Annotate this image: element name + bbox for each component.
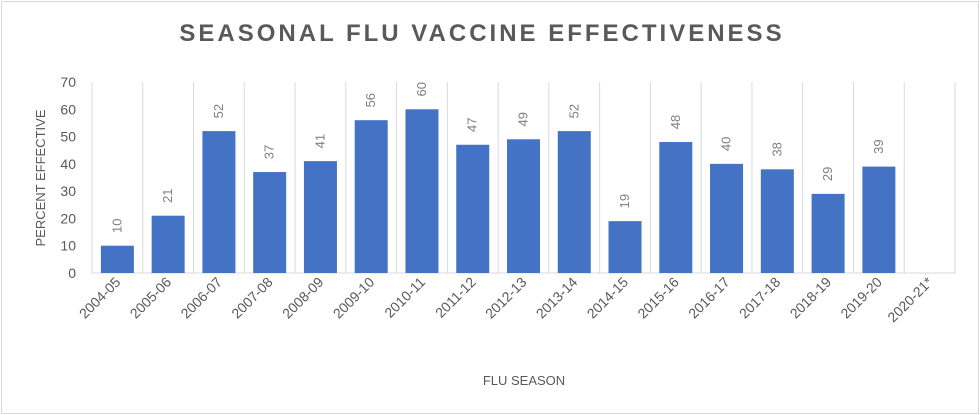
x-tick-label: 2006-07 [177, 274, 225, 322]
bar [354, 120, 388, 273]
bar [659, 142, 693, 273]
y-tick-label: 0 [68, 265, 76, 281]
data-label: 41 [312, 134, 327, 148]
grid-layer [91, 82, 956, 274]
x-tick-label: 2012-13 [482, 274, 530, 322]
x-tick-label: 2008-09 [279, 274, 327, 322]
data-label: 47 [465, 118, 480, 132]
x-tick-label: 2018-19 [787, 274, 835, 322]
data-label: 19 [617, 194, 632, 208]
bar [202, 131, 236, 273]
data-label: 10 [109, 218, 124, 232]
data-label: 52 [211, 104, 226, 118]
y-tick-label: 20 [60, 210, 76, 226]
x-tick-label: 2009-10 [330, 274, 378, 322]
data-label: 60 [414, 82, 429, 96]
bar [100, 245, 134, 273]
bar [151, 215, 185, 273]
data-label: 56 [363, 93, 378, 107]
y-tick-label: 30 [60, 183, 76, 199]
y-tick-label: 40 [60, 156, 76, 172]
bar [862, 166, 896, 273]
y-tick-label: 70 [60, 74, 76, 90]
y-tick-label: 50 [60, 129, 76, 145]
x-tick-label: 2013-14 [533, 274, 581, 322]
bar [760, 169, 794, 273]
bar [507, 139, 540, 273]
x-tick-label: 2015-16 [634, 274, 682, 322]
data-label: 48 [668, 115, 683, 129]
bar [811, 193, 845, 273]
bar [405, 109, 439, 274]
data-label: 49 [516, 112, 531, 126]
bar [253, 172, 287, 273]
bars-layer [100, 109, 896, 274]
data-label: 21 [160, 188, 175, 202]
data-label: 37 [262, 145, 277, 159]
y-axis-label: PERCENT EFFECTIVE [33, 109, 48, 246]
bar [557, 131, 591, 273]
x-axis-label: FLU SEASON [483, 373, 565, 388]
chart-title: SEASONAL FLU VACCINE EFFECTIVENESS [179, 20, 785, 47]
x-tick-label: 2007-08 [228, 274, 276, 322]
x-tick-label: 2005-06 [127, 274, 175, 322]
x-tick-label: 2011-12 [432, 274, 479, 321]
x-tick-label: 2019-20 [837, 274, 885, 322]
x-tick-label: 2017-18 [736, 274, 784, 322]
data-label: 29 [820, 167, 835, 181]
bar [303, 161, 337, 273]
x-tick-label: 2020-21* [884, 273, 936, 325]
data-label: 40 [719, 137, 734, 151]
y-tick-label: 60 [60, 101, 76, 117]
data-label: 39 [871, 139, 886, 153]
bar [608, 221, 642, 273]
x-tick-label: 2004-05 [76, 274, 124, 322]
y-tick-label: 10 [60, 238, 76, 254]
x-tick-label: 2010-11 [381, 274, 428, 321]
data-label: 52 [566, 104, 581, 118]
bar [710, 163, 744, 273]
x-tick-label: 2014-15 [583, 274, 631, 322]
bar [456, 144, 490, 273]
data-label: 38 [769, 142, 784, 156]
x-tick-label: 2016-17 [685, 274, 733, 322]
